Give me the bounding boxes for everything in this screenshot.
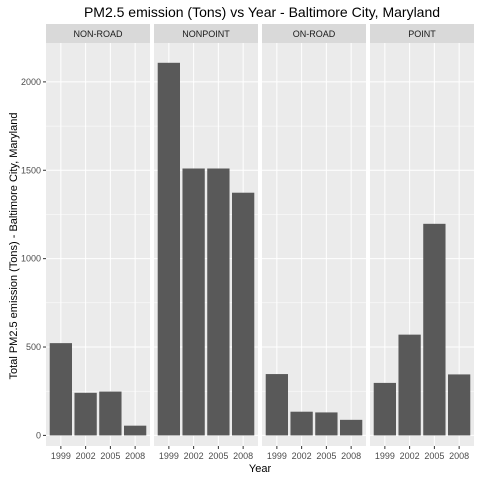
facet-strip-label: ON-ROAD	[293, 29, 336, 39]
facet-strip-label: NONPOINT	[182, 29, 230, 39]
x-tick-label: 2005	[100, 451, 120, 461]
x-tick-label: 1999	[375, 451, 395, 461]
x-tick-label: 2008	[125, 451, 145, 461]
bar-on-road-2008	[340, 419, 363, 436]
x-tick-label: 2002	[76, 451, 96, 461]
chart-title: PM2.5 emission (Tons) vs Year - Baltimor…	[84, 4, 440, 20]
y-axis: 0 500 1000 1500 2000	[21, 77, 46, 440]
x-tick-label: 2008	[341, 451, 361, 461]
bar-point-2008	[448, 374, 471, 436]
y-axis-title: Total PM2.5 emission (Tons) - Baltimore …	[8, 113, 20, 380]
bar-non-road-1999	[49, 343, 72, 436]
x-tick-label: 2002	[292, 451, 312, 461]
x-axis-title: Year	[249, 463, 272, 475]
x-tick-label: 2002	[400, 451, 420, 461]
bar-nonpoint-1999	[157, 62, 180, 436]
bar-on-road-2005	[315, 412, 338, 436]
facet-point: POINT 1999 2002 2005 2008	[370, 24, 474, 461]
x-tick-label: 2008	[449, 451, 469, 461]
y-tick-label: 1000	[21, 254, 41, 264]
bar-point-2002	[398, 334, 421, 436]
bar-on-road-1999	[265, 374, 288, 436]
facet-strip-label: NON-ROAD	[74, 29, 123, 39]
x-tick-label: 1999	[267, 451, 287, 461]
x-tick-label: 2005	[316, 451, 336, 461]
bar-point-2005	[423, 223, 446, 436]
x-tick-label: 2005	[424, 451, 444, 461]
facet-strip-label: POINT	[408, 29, 436, 39]
x-tick-label: 1999	[51, 451, 71, 461]
y-tick-label: 2000	[21, 77, 41, 87]
bar-point-1999	[373, 382, 396, 436]
bar-nonpoint-2008	[232, 192, 255, 436]
facet-non-road: NON-ROAD 1999 2002 2005 2008	[46, 24, 150, 461]
y-tick-label: 0	[36, 430, 41, 440]
facet-nonpoint: NONPOINT 1999 2002 2005 2008	[154, 24, 258, 461]
facet-on-road: ON-ROAD 1999 2002 2005 2008	[262, 24, 366, 461]
bar-non-road-2005	[99, 391, 122, 436]
facet-strip	[262, 24, 366, 43]
facet-panels: NON-ROAD 1999 2002 2005 2008 NONPOINT 1999 2002…	[46, 24, 474, 461]
facet-strip	[46, 24, 150, 43]
x-tick-label: 2005	[208, 451, 228, 461]
bar-non-road-2002	[74, 392, 97, 436]
y-tick-label: 1500	[21, 165, 41, 175]
facet-strip	[154, 24, 258, 43]
bar-nonpoint-2005	[207, 168, 230, 436]
x-tick-label: 2002	[184, 451, 204, 461]
bar-nonpoint-2002	[182, 168, 205, 436]
facet-strip	[370, 24, 474, 43]
bar-on-road-2002	[290, 411, 313, 436]
x-tick-label: 2008	[233, 451, 253, 461]
y-tick-label: 500	[26, 342, 41, 352]
bar-non-road-2008	[124, 425, 147, 436]
x-tick-label: 1999	[159, 451, 179, 461]
